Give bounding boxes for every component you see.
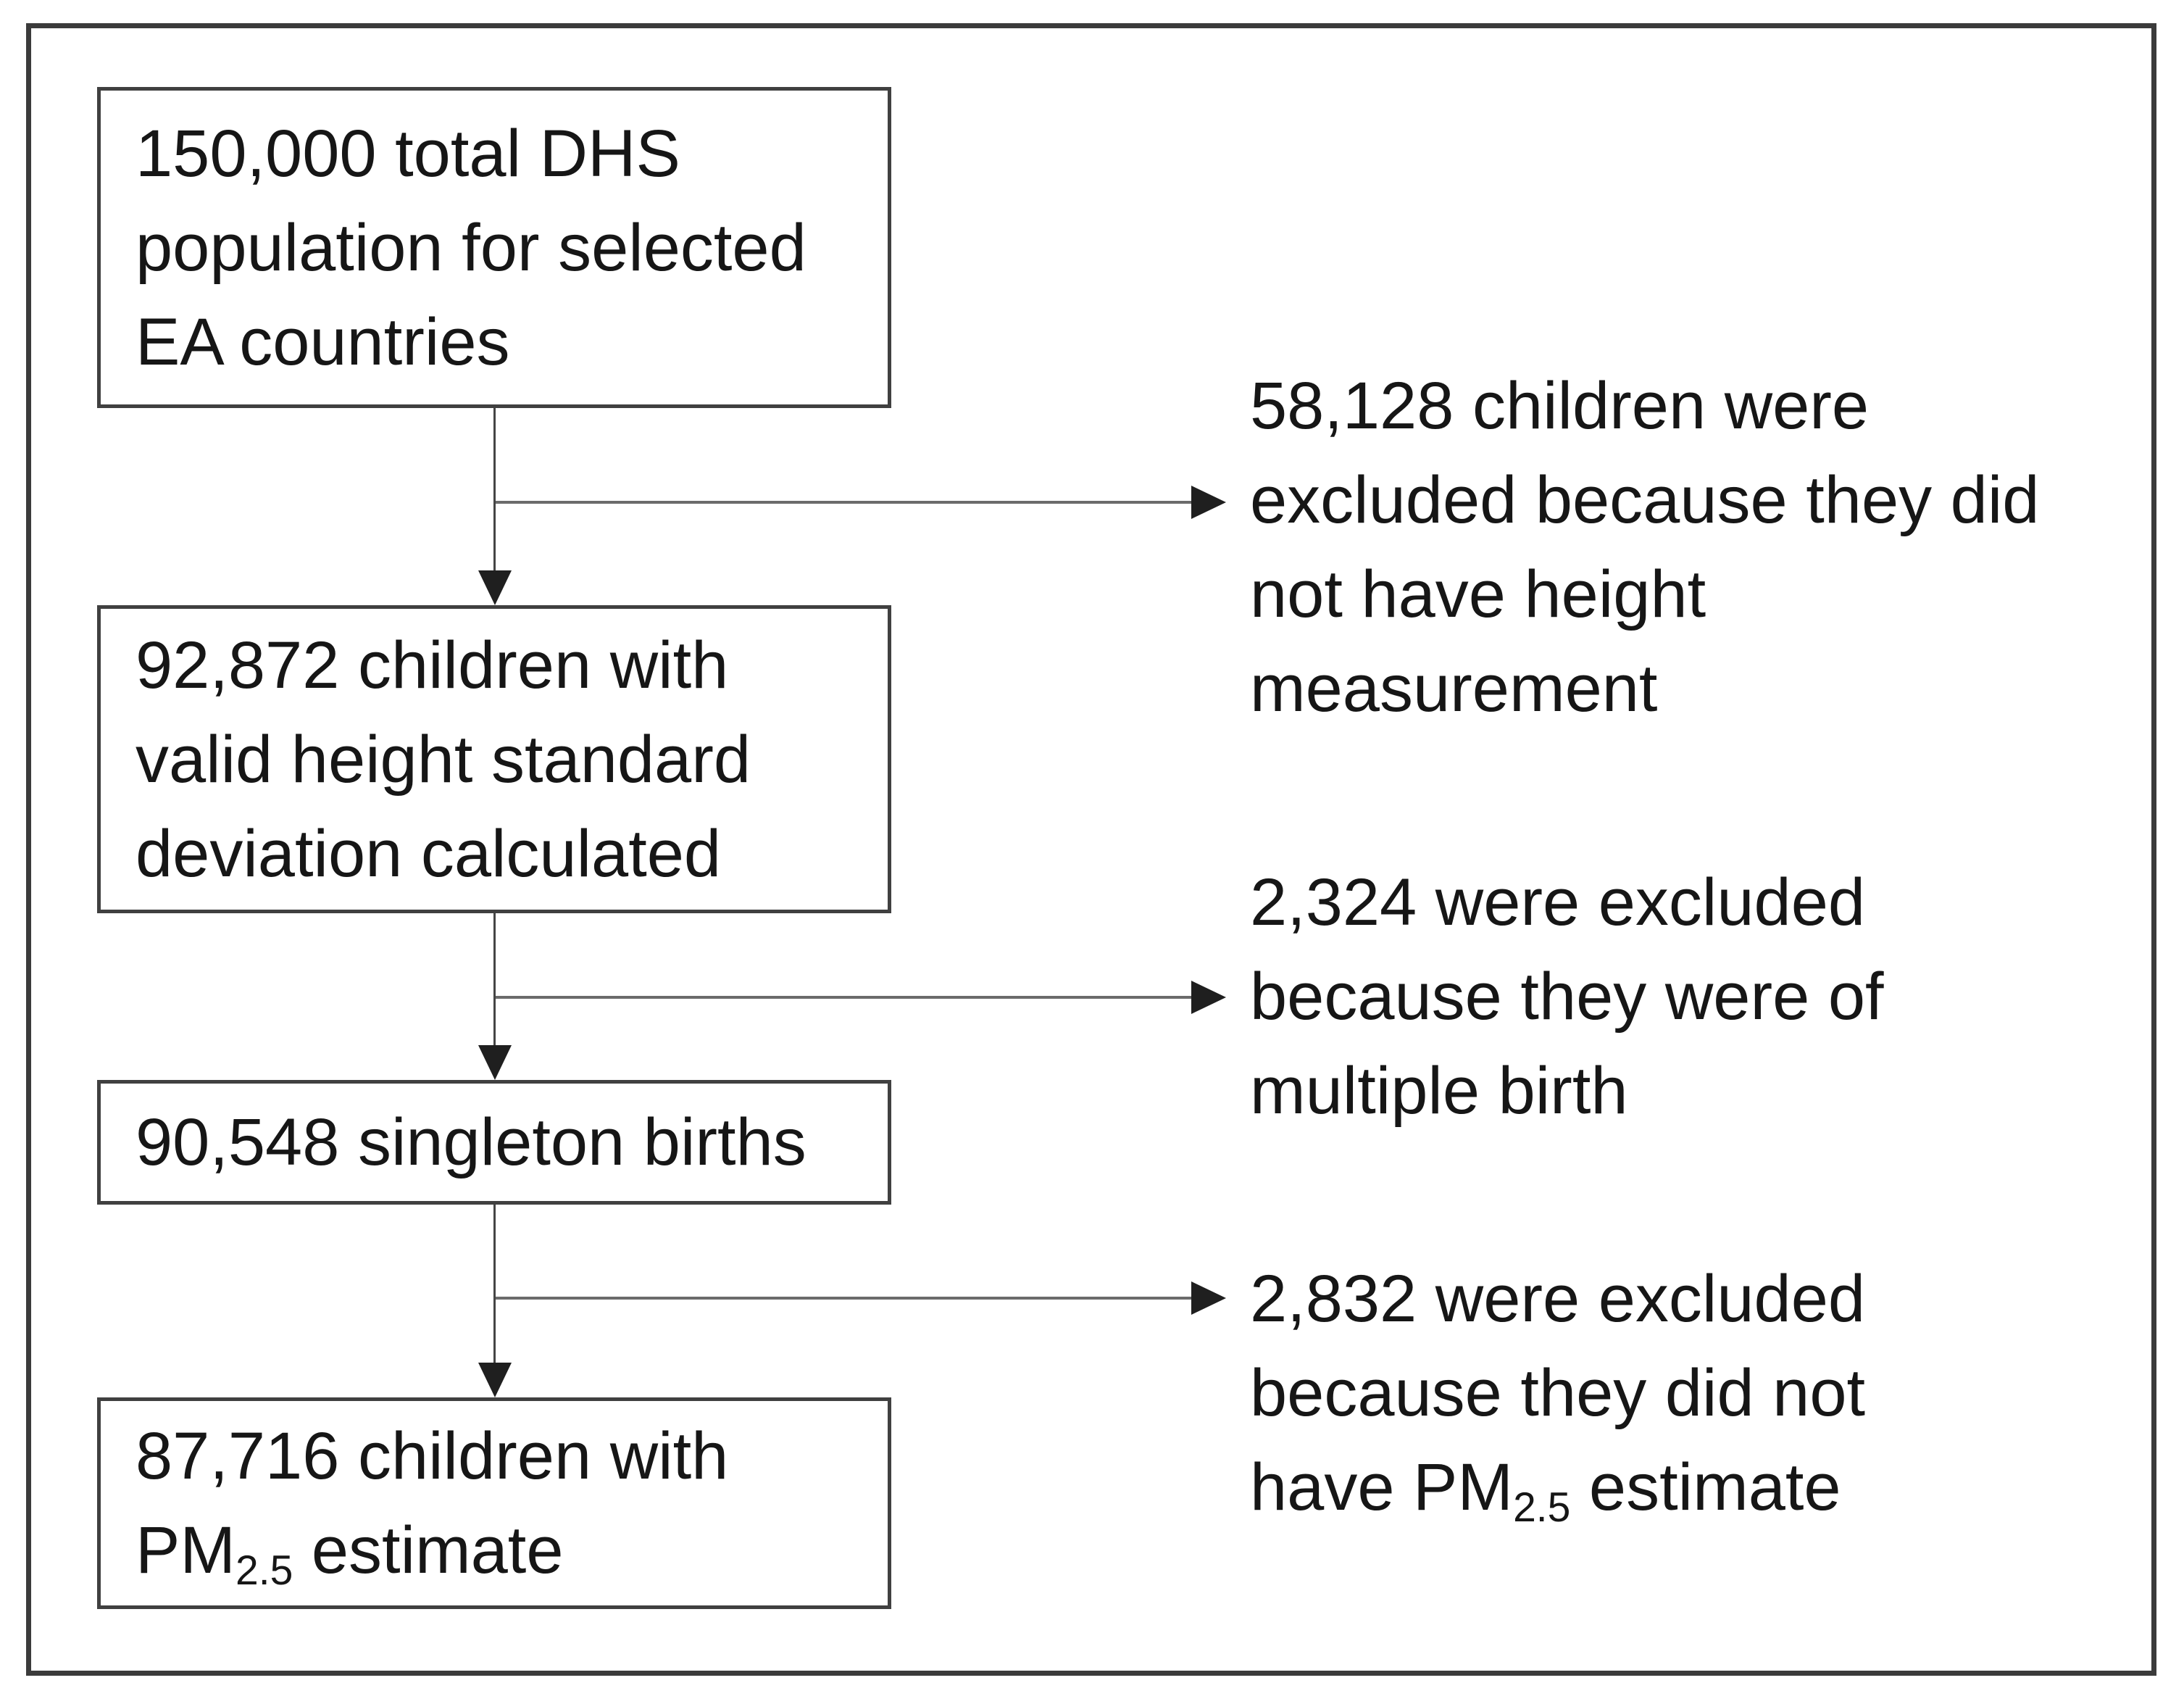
box-text-line: EA countries	[136, 304, 510, 379]
arrow-down-icon	[478, 1363, 512, 1397]
connector-horizontal-2	[496, 996, 1191, 999]
arrow-down-icon	[478, 1045, 512, 1080]
note-line: not have height	[1250, 557, 1706, 631]
box-text-line: 92,872 children with	[136, 628, 729, 702]
arrow-down-icon	[478, 570, 512, 605]
pm-subscript: 2.5	[1513, 1484, 1571, 1531]
note-line: because they did not	[1250, 1356, 1866, 1430]
note-line: 58,128 children were	[1250, 369, 1870, 443]
pm-label: have PM	[1250, 1450, 1514, 1524]
connector-horizontal-1	[496, 501, 1191, 504]
box-text-line: population for selected	[136, 210, 807, 285]
note-line: have PM2.5 estimate	[1250, 1440, 1865, 1534]
arrow-right-icon	[1191, 981, 1226, 1014]
note-line: multiple birth	[1250, 1054, 1628, 1128]
connector-vertical-1	[493, 408, 496, 573]
note-line: 2,324 were excluded	[1250, 865, 1866, 939]
box-text-line: 150,000 total DHS	[136, 116, 680, 191]
flow-box-pm25-estimate: 87,716 children with PM2.5 estimate	[97, 1397, 891, 1609]
pm-suffix: estimate	[1570, 1450, 1841, 1524]
connector-horizontal-3	[496, 1297, 1191, 1300]
exclusion-note-no-height: 58,128 children were excluded because th…	[1250, 359, 2039, 736]
flow-box-singleton-births: 90,548 singleton births	[97, 1080, 891, 1205]
exclusion-note-no-pm25: 2,832 were excluded because they did not…	[1250, 1252, 1865, 1534]
pm-label: PM	[136, 1513, 236, 1587]
flow-box-valid-height: 92,872 children with valid height standa…	[97, 605, 891, 913]
box-text-line: deviation calculated	[136, 816, 722, 891]
box-text-line: 87,716 children with	[136, 1419, 729, 1493]
note-line: measurement	[1250, 652, 1658, 726]
flow-box-total-population: 150,000 total DHS population for selecte…	[97, 87, 891, 408]
box-text-line: PM2.5 estimate	[136, 1503, 876, 1597]
note-line: excluded because they did	[1250, 463, 2040, 537]
connector-vertical-2	[493, 913, 496, 1048]
box-text-line: valid height standard	[136, 722, 751, 797]
box-text-line: 90,548 singleton births	[136, 1105, 807, 1179]
arrow-right-icon	[1191, 1281, 1226, 1315]
note-line: because they were of	[1250, 960, 1884, 1034]
pm-suffix: estimate	[293, 1513, 564, 1587]
exclusion-note-multiple-birth: 2,324 were excluded because they were of…	[1250, 855, 1884, 1138]
arrow-right-icon	[1191, 486, 1226, 519]
note-line: 2,832 were excluded	[1250, 1262, 1866, 1336]
connector-vertical-3	[493, 1205, 496, 1366]
pm-subscript: 2.5	[236, 1547, 293, 1594]
